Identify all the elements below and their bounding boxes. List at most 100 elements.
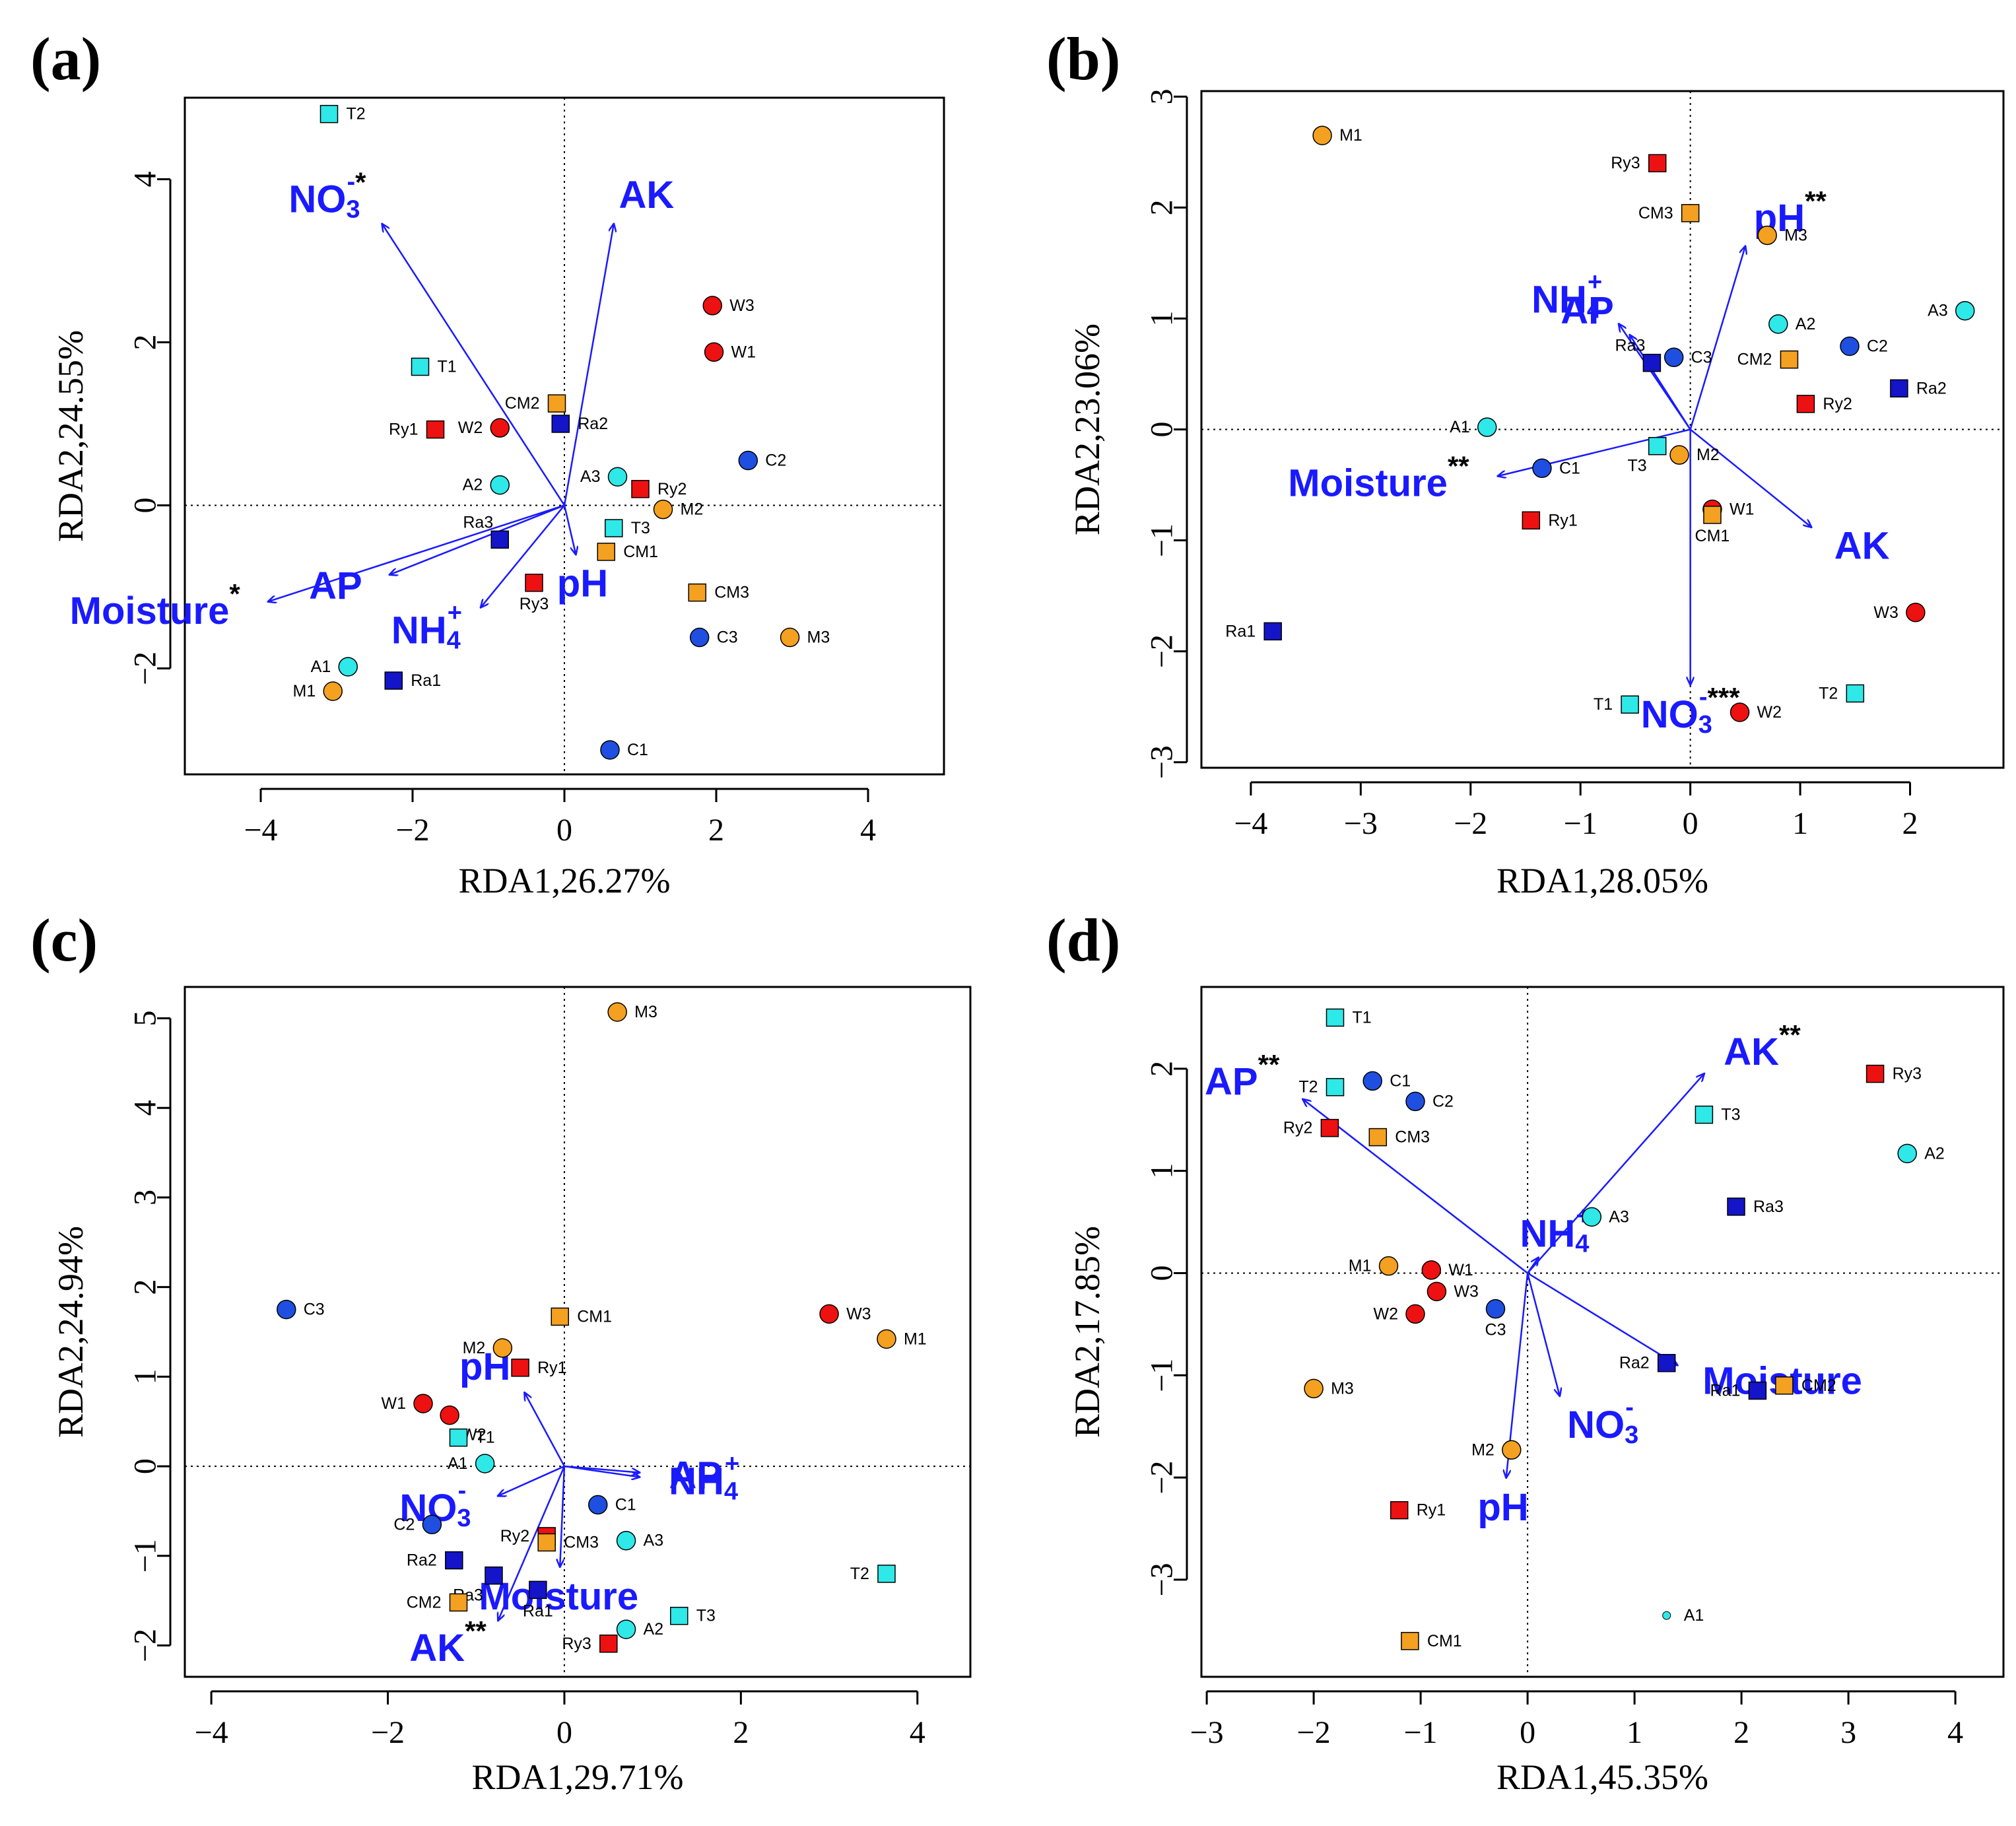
sample-point <box>1663 347 1684 368</box>
x-tick-label: 1 <box>1627 1715 1642 1750</box>
sample-point <box>1405 1091 1425 1112</box>
env-vector-label: NO3- <box>1567 1394 1638 1449</box>
sample-point-label: T2 <box>850 1565 869 1583</box>
sample-point-label: Ra3 <box>1615 337 1646 355</box>
x-axis-title: RDA1,26.27% <box>459 861 671 900</box>
x-axis-title: RDA1,29.71% <box>472 1757 684 1797</box>
sample-point-label: A2 <box>644 1620 664 1639</box>
panel-label: (b) <box>1046 25 1120 92</box>
sample-point <box>449 1428 468 1447</box>
env-vector-arrow <box>498 1466 566 1620</box>
env-vector-label: NH4+ <box>669 1450 739 1506</box>
sample-point <box>1368 1128 1388 1147</box>
sample-point <box>445 1551 463 1570</box>
sample-point <box>413 1394 433 1413</box>
sample-point <box>877 1565 896 1583</box>
x-tick-label: 1 <box>1792 806 1808 841</box>
sample-point <box>1427 1281 1447 1302</box>
env-vector-label: Moisture** <box>1288 450 1469 504</box>
sample-point <box>1846 684 1865 703</box>
x-tick-label: −2 <box>1454 806 1487 841</box>
sample-point-label: C2 <box>393 1515 415 1534</box>
sample-point <box>1662 1611 1671 1620</box>
sample-point <box>1621 695 1639 714</box>
env-vector-arrow <box>1303 1099 1528 1274</box>
sample-point-label: C1 <box>627 741 648 759</box>
sample-point-label: Ry3 <box>1611 154 1640 172</box>
sample-point <box>1695 1105 1714 1124</box>
x-tick-label: 2 <box>733 1715 749 1750</box>
sample-point-label: C1 <box>615 1495 636 1514</box>
y-tick-label: 4 <box>128 1100 163 1116</box>
x-tick-label: 4 <box>860 813 876 848</box>
y-tick-label: −2 <box>1145 634 1180 668</box>
sample-point <box>877 1329 896 1349</box>
sample-point <box>492 1338 513 1358</box>
y-tick-label: 4 <box>128 171 163 187</box>
sample-point-label: Ry1 <box>537 1359 566 1377</box>
y-tick-label: −1 <box>1145 1359 1180 1392</box>
sample-point-label: A3 <box>1609 1207 1629 1226</box>
sample-point <box>1775 1376 1794 1395</box>
sample-point <box>616 1530 636 1551</box>
sample-point-label: A1 <box>311 658 331 676</box>
sample-point-label: W1 <box>1448 1261 1473 1279</box>
sample-point-label: C1 <box>1390 1071 1411 1090</box>
y-tick-label: 3 <box>128 1190 163 1205</box>
x-tick-label: 3 <box>1840 1715 1856 1750</box>
sample-point <box>338 657 358 677</box>
env-vector-label: Moisture <box>479 1575 638 1618</box>
sample-point-label: CM2 <box>1737 351 1772 369</box>
sample-point-label: M2 <box>1697 446 1720 464</box>
env-vector-label: NH4+ <box>1520 1202 1590 1258</box>
env-vector-label: pH <box>1477 1485 1528 1528</box>
sample-point-label: T1 <box>438 358 457 376</box>
sample-point <box>440 1405 459 1425</box>
y-axis-title: RDA2,24.94% <box>51 1226 90 1438</box>
sample-point-label: Ry2 <box>1823 395 1852 413</box>
y-tick-label: 1 <box>1145 1163 1180 1179</box>
sample-point <box>323 681 343 701</box>
sample-point-label: M3 <box>1331 1379 1354 1398</box>
x-tick-label: −1 <box>1404 1715 1438 1750</box>
env-vector-arrow <box>1527 1272 1677 1365</box>
sample-point <box>490 475 510 495</box>
sample-point <box>551 415 570 433</box>
env-vector-arrow <box>563 224 614 506</box>
env-vector-arrow <box>481 504 565 607</box>
sample-point-label: W2 <box>1757 703 1782 722</box>
y-tick-label: 1 <box>128 1369 163 1384</box>
sample-point <box>490 530 509 549</box>
sample-point <box>525 574 543 592</box>
sample-point <box>1796 395 1815 413</box>
env-vector-label: AP <box>1561 288 1614 331</box>
y-tick-label: −2 <box>128 1629 163 1662</box>
sample-point-label: CM2 <box>1801 1376 1836 1395</box>
sample-point <box>475 1454 495 1473</box>
sample-point <box>1390 1501 1409 1520</box>
x-tick-label: −4 <box>195 1715 228 1750</box>
sample-point <box>605 519 623 537</box>
sample-point-label: C1 <box>1559 459 1580 477</box>
x-tick-label: −3 <box>1190 1715 1224 1750</box>
y-axis-title: RDA2,17.85% <box>1067 1226 1107 1438</box>
plot-frame <box>1200 986 2005 1678</box>
sample-point-label: W3 <box>1873 603 1898 622</box>
sample-point <box>600 740 620 760</box>
sample-point-label: Ra1 <box>1710 1382 1741 1400</box>
sample-point <box>689 627 710 648</box>
sample-point <box>1522 511 1541 530</box>
sample-point <box>490 418 510 438</box>
sample-point <box>1955 300 1975 321</box>
sample-point-label: Ra2 <box>407 1551 437 1570</box>
panel-label: (d) <box>1046 906 1120 974</box>
sample-point <box>1320 1118 1339 1137</box>
x-tick-label: −1 <box>1564 806 1597 841</box>
env-vector-label: pH <box>557 562 608 605</box>
sample-point-label: Ry2 <box>1283 1119 1312 1137</box>
x-axis-title: RDA1,45.35% <box>1496 1757 1708 1797</box>
panel-label: (a) <box>30 25 101 92</box>
sample-point <box>1757 225 1777 246</box>
sample-point-label: W2 <box>1374 1304 1399 1323</box>
